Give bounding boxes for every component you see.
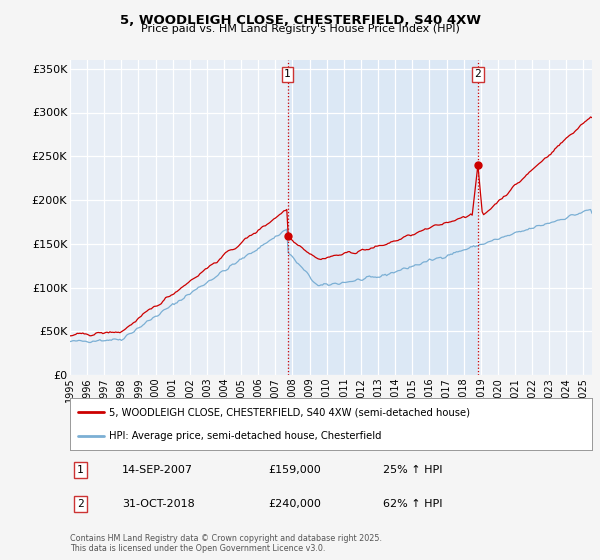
Text: 2: 2	[475, 69, 481, 80]
Text: 62% ↑ HPI: 62% ↑ HPI	[383, 499, 443, 509]
Text: 5, WOODLEIGH CLOSE, CHESTERFIELD, S40 4XW: 5, WOODLEIGH CLOSE, CHESTERFIELD, S40 4X…	[119, 14, 481, 27]
Text: 1: 1	[284, 69, 291, 80]
Text: £240,000: £240,000	[268, 499, 321, 509]
Text: 25% ↑ HPI: 25% ↑ HPI	[383, 465, 443, 475]
Text: 5, WOODLEIGH CLOSE, CHESTERFIELD, S40 4XW (semi-detached house): 5, WOODLEIGH CLOSE, CHESTERFIELD, S40 4X…	[109, 407, 470, 417]
Text: 1: 1	[77, 465, 84, 475]
Text: HPI: Average price, semi-detached house, Chesterfield: HPI: Average price, semi-detached house,…	[109, 431, 382, 441]
Text: Contains HM Land Registry data © Crown copyright and database right 2025.
This d: Contains HM Land Registry data © Crown c…	[70, 534, 382, 553]
Text: Price paid vs. HM Land Registry's House Price Index (HPI): Price paid vs. HM Land Registry's House …	[140, 24, 460, 34]
Bar	[287, 60, 478, 375]
Text: 14-SEP-2007: 14-SEP-2007	[122, 465, 193, 475]
Text: £159,000: £159,000	[268, 465, 321, 475]
Text: 2: 2	[77, 499, 84, 509]
Text: 31-OCT-2018: 31-OCT-2018	[122, 499, 195, 509]
